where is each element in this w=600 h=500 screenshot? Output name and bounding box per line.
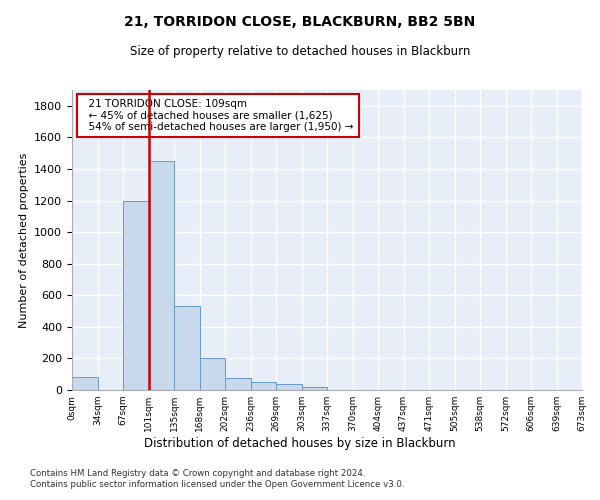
Text: Distribution of detached houses by size in Blackburn: Distribution of detached houses by size … (144, 438, 456, 450)
Text: Size of property relative to detached houses in Blackburn: Size of property relative to detached ho… (130, 45, 470, 58)
Bar (199, 358, 225, 390)
Bar (123, 200, 149, 390)
Text: Contains HM Land Registry data © Crown copyright and database right 2024.: Contains HM Land Registry data © Crown c… (30, 468, 365, 477)
Bar (174, 306, 199, 390)
Bar (251, 382, 276, 390)
Text: 21 TORRIDON CLOSE: 109sqm
  ← 45% of detached houses are smaller (1,625)
  54% o: 21 TORRIDON CLOSE: 109sqm ← 45% of detac… (82, 99, 354, 132)
Bar (149, 161, 174, 390)
Text: Contains public sector information licensed under the Open Government Licence v3: Contains public sector information licen… (30, 480, 404, 489)
Bar (225, 378, 251, 390)
Bar (72, 378, 97, 390)
Bar (276, 384, 302, 390)
Y-axis label: Number of detached properties: Number of detached properties (19, 152, 29, 328)
Text: 21, TORRIDON CLOSE, BLACKBURN, BB2 5BN: 21, TORRIDON CLOSE, BLACKBURN, BB2 5BN (124, 15, 476, 29)
Bar (302, 387, 327, 390)
